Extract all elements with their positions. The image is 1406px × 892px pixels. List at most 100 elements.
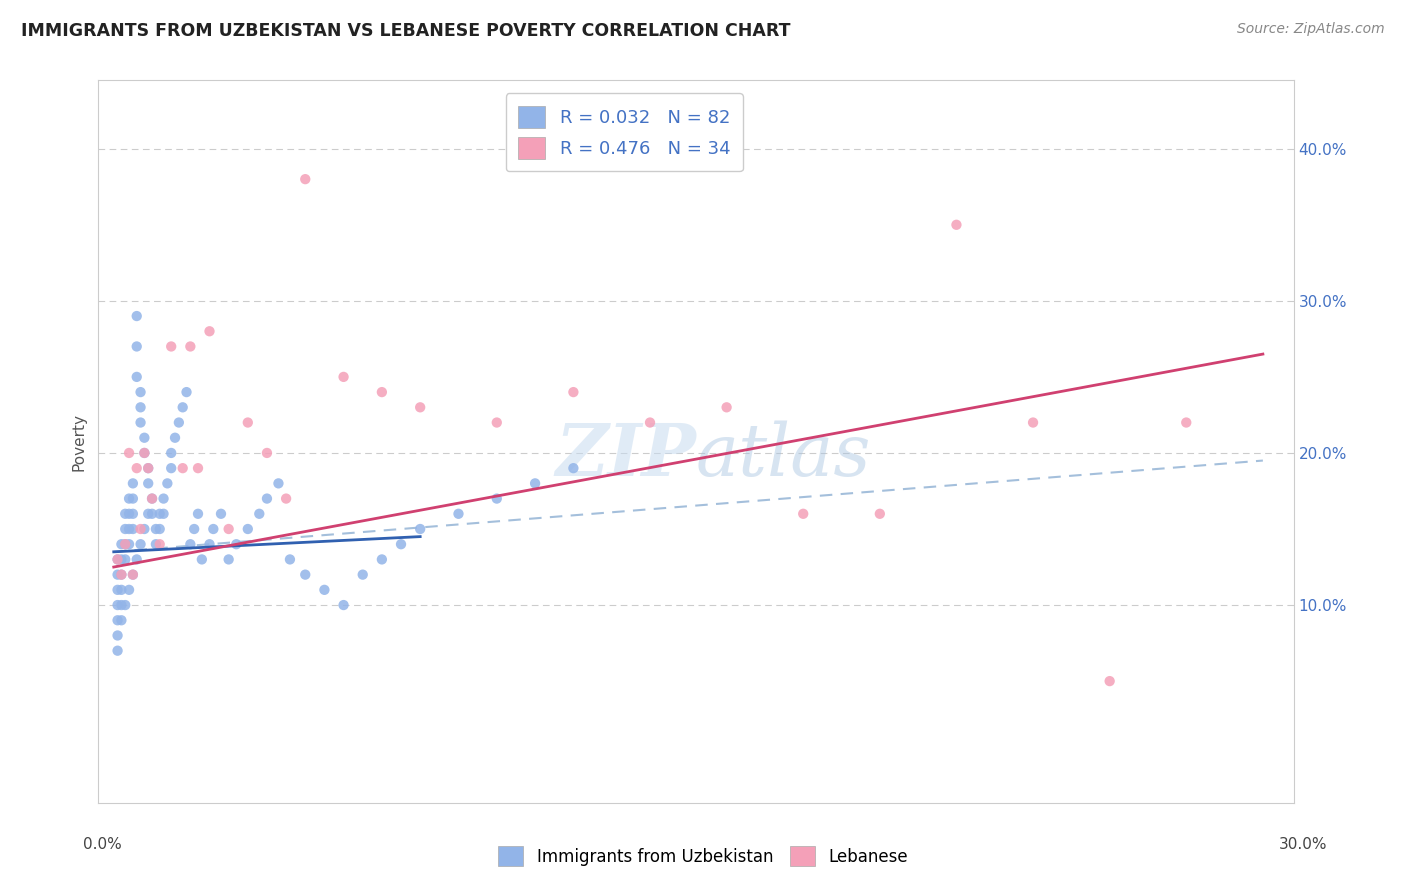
Point xyxy=(122,507,145,521)
Point xyxy=(371,385,394,400)
Point xyxy=(352,567,374,582)
Point xyxy=(149,507,172,521)
Point xyxy=(129,416,152,430)
Point xyxy=(107,567,129,582)
Point xyxy=(136,507,159,521)
Point xyxy=(247,507,270,521)
Point xyxy=(114,598,136,612)
Point xyxy=(172,401,194,415)
Text: ZIP: ZIP xyxy=(555,420,696,491)
Point xyxy=(218,522,240,536)
Point xyxy=(118,507,141,521)
Point xyxy=(134,522,156,536)
Point xyxy=(236,522,259,536)
Point xyxy=(110,582,132,597)
Point xyxy=(125,309,148,323)
Point xyxy=(129,401,152,415)
Point xyxy=(114,507,136,521)
Point xyxy=(136,476,159,491)
Point xyxy=(225,537,247,551)
Point xyxy=(107,643,129,657)
Point xyxy=(156,476,179,491)
Point xyxy=(869,507,891,521)
Point xyxy=(524,476,547,491)
Text: IMMIGRANTS FROM UZBEKISTAN VS LEBANESE POVERTY CORRELATION CHART: IMMIGRANTS FROM UZBEKISTAN VS LEBANESE P… xyxy=(21,22,790,40)
Point xyxy=(114,522,136,536)
Point xyxy=(562,461,585,475)
Point xyxy=(129,385,152,400)
Point xyxy=(114,552,136,566)
Point xyxy=(332,598,354,612)
Point xyxy=(129,522,152,536)
Point xyxy=(191,552,214,566)
Point xyxy=(176,385,198,400)
Point xyxy=(447,507,470,521)
Point xyxy=(149,537,172,551)
Point xyxy=(107,552,129,566)
Point xyxy=(274,491,297,506)
Point xyxy=(1098,674,1121,689)
Point xyxy=(1175,416,1198,430)
Legend: R = 0.032   N = 82, R = 0.476   N = 34: R = 0.032 N = 82, R = 0.476 N = 34 xyxy=(506,93,742,171)
Point xyxy=(122,567,145,582)
Point xyxy=(160,339,183,353)
Point xyxy=(209,507,232,521)
Point xyxy=(179,339,201,353)
Point xyxy=(145,522,167,536)
Point xyxy=(149,522,172,536)
Point xyxy=(314,582,336,597)
Point xyxy=(118,522,141,536)
Point xyxy=(202,522,225,536)
Point xyxy=(134,446,156,460)
Point xyxy=(332,370,354,384)
Point xyxy=(409,401,432,415)
Point xyxy=(107,582,129,597)
Y-axis label: Poverty: Poverty xyxy=(72,412,87,471)
Point xyxy=(145,537,167,551)
Point xyxy=(198,324,221,338)
Point xyxy=(134,431,156,445)
Point xyxy=(125,339,148,353)
Point xyxy=(110,567,132,582)
Point xyxy=(256,491,278,506)
Point xyxy=(122,491,145,506)
Point xyxy=(141,491,163,506)
Point xyxy=(638,416,661,430)
Point xyxy=(118,582,141,597)
Point xyxy=(172,461,194,475)
Point xyxy=(152,507,174,521)
Point xyxy=(485,491,508,506)
Point xyxy=(107,552,129,566)
Point xyxy=(107,628,129,642)
Point xyxy=(160,446,183,460)
Point xyxy=(107,613,129,627)
Point xyxy=(125,370,148,384)
Point xyxy=(187,461,209,475)
Point xyxy=(256,446,278,460)
Point xyxy=(114,537,136,551)
Point xyxy=(152,491,174,506)
Text: 0.0%: 0.0% xyxy=(83,838,122,852)
Point xyxy=(110,567,132,582)
Point xyxy=(107,598,129,612)
Text: 30.0%: 30.0% xyxy=(1279,838,1327,852)
Point xyxy=(167,416,190,430)
Point xyxy=(129,537,152,551)
Point xyxy=(179,537,201,551)
Point xyxy=(409,522,432,536)
Point xyxy=(371,552,394,566)
Point xyxy=(141,507,163,521)
Point xyxy=(136,461,159,475)
Point xyxy=(118,537,141,551)
Point xyxy=(122,522,145,536)
Point xyxy=(294,172,316,186)
Point xyxy=(187,507,209,521)
Point xyxy=(110,613,132,627)
Point xyxy=(218,552,240,566)
Legend: Immigrants from Uzbekistan, Lebanese: Immigrants from Uzbekistan, Lebanese xyxy=(489,838,917,875)
Point xyxy=(485,416,508,430)
Point xyxy=(716,401,738,415)
Point xyxy=(125,552,148,566)
Point xyxy=(198,537,221,551)
Point xyxy=(110,552,132,566)
